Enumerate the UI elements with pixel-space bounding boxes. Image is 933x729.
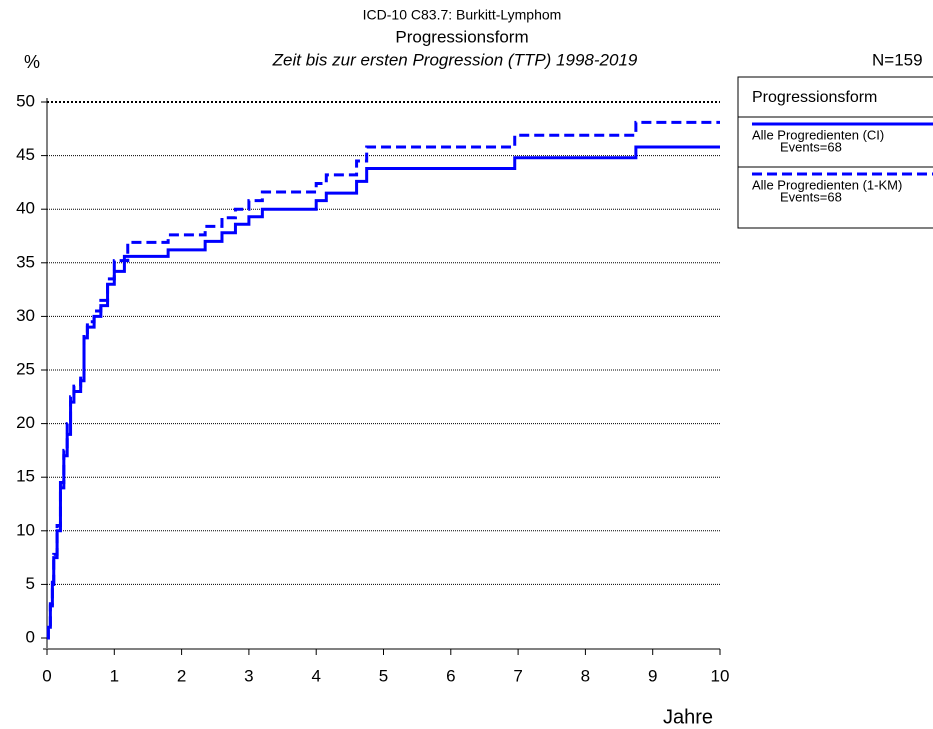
y-tick-label: 20 xyxy=(16,413,35,432)
legend-title: Progressionsform xyxy=(752,89,877,106)
x-tick-label: 3 xyxy=(244,666,253,685)
y-tick-label: 30 xyxy=(16,306,35,325)
legend-box xyxy=(737,76,933,229)
step-line xyxy=(46,145,720,640)
y-tick-label: 40 xyxy=(16,199,35,218)
chart-subtitle: Progressionsform xyxy=(395,27,528,46)
x-tick-label: 5 xyxy=(379,666,388,685)
x-tick-label: 0 xyxy=(42,666,51,685)
n-label: N=159 xyxy=(872,50,923,69)
legend-label: Alle Progredienten (CI) xyxy=(752,127,884,142)
y-tick-label: 45 xyxy=(16,145,35,164)
x-tick-label: 1 xyxy=(110,666,119,685)
step-line xyxy=(46,120,720,640)
x-tick-label: 8 xyxy=(581,666,590,685)
y-tick-label: 10 xyxy=(16,520,35,539)
chart-caption: Zeit bis zur ersten Progression (TTP) 19… xyxy=(272,50,638,69)
x-tick-label: 10 xyxy=(711,666,730,685)
chart-title: ICD-10 C83.7: Burkitt-Lymphom xyxy=(363,7,562,23)
legend-events: Events=68 xyxy=(780,139,842,154)
y-tick-label: 25 xyxy=(16,359,35,378)
x-axis-label: Jahre xyxy=(663,706,713,728)
legend-events: Events=68 xyxy=(780,189,842,204)
x-tick-label: 7 xyxy=(513,666,522,685)
x-tick-label: 4 xyxy=(311,666,320,685)
x-tick-label: 2 xyxy=(177,666,186,685)
x-tick-label: 9 xyxy=(648,666,657,685)
y-axis-label: % xyxy=(24,52,40,72)
x-tick-label: 6 xyxy=(446,666,455,685)
y-tick-label: 15 xyxy=(16,467,35,486)
y-tick-label: 5 xyxy=(26,574,35,593)
y-tick-label: 35 xyxy=(16,252,35,271)
y-tick-label: 0 xyxy=(26,627,35,646)
y-tick-label: 50 xyxy=(16,91,35,110)
legend-label: Alle Progredienten (1-KM) xyxy=(752,177,902,192)
